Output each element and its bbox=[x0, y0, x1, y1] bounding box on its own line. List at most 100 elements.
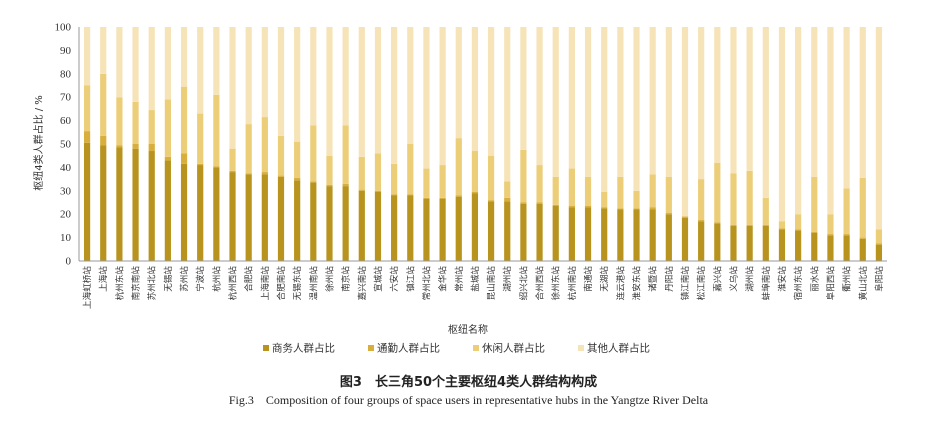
bar-segment-4 bbox=[180, 27, 188, 87]
bar-segment-3 bbox=[132, 101, 139, 144]
bar-segment-2 bbox=[552, 204, 559, 207]
bar-segment-1 bbox=[180, 163, 188, 261]
bar-segment-2 bbox=[439, 197, 446, 199]
x-tick-label: 上海站 bbox=[97, 266, 109, 292]
bar-segment-4 bbox=[827, 27, 834, 215]
bar-segment-1 bbox=[520, 203, 527, 261]
bar-segment-2 bbox=[698, 220, 705, 222]
bar-segment-2 bbox=[342, 183, 349, 187]
bar-segment-4 bbox=[83, 27, 91, 86]
bar-segment-3 bbox=[568, 168, 575, 207]
bar-segment-3 bbox=[116, 97, 123, 146]
y-tick-label: 20 bbox=[60, 209, 72, 221]
x-tick-label: 南京南站 bbox=[130, 266, 142, 301]
bar-segment-4 bbox=[665, 27, 672, 177]
bar-segment-1 bbox=[213, 167, 220, 261]
bar-stack bbox=[536, 27, 543, 261]
bar-segment-2 bbox=[795, 229, 802, 231]
legend-item: 其他人群占比 bbox=[578, 342, 650, 355]
bar-stack bbox=[391, 27, 398, 261]
bar-segment-1 bbox=[374, 191, 382, 261]
bar-segment-4 bbox=[762, 27, 769, 198]
bar-segment-2 bbox=[633, 208, 640, 210]
bar-stack bbox=[601, 27, 608, 261]
bar-segment-4 bbox=[423, 27, 430, 169]
x-tick-label: 湖州站 bbox=[501, 266, 513, 292]
bar-stack bbox=[665, 27, 672, 261]
bar-stack bbox=[827, 27, 834, 261]
bar-stack bbox=[342, 27, 349, 261]
bar-stack bbox=[148, 27, 155, 261]
bar-segment-1 bbox=[584, 207, 592, 261]
bar-segment-2 bbox=[261, 172, 268, 175]
x-tick-label: 苏州北站 bbox=[146, 266, 158, 301]
bar-stack bbox=[455, 27, 462, 261]
bar-segment-2 bbox=[568, 206, 575, 208]
x-tick-label: 徐州东站 bbox=[550, 266, 562, 301]
bar-segment-3 bbox=[342, 125, 349, 184]
bar-segment-1 bbox=[423, 198, 430, 261]
bar-segment-4 bbox=[407, 27, 414, 144]
bar-segment-2 bbox=[617, 208, 624, 210]
bar-stack bbox=[681, 27, 689, 261]
bar-segment-3 bbox=[358, 156, 365, 190]
x-tick-label: 淮安站 bbox=[776, 266, 788, 292]
x-tick-label: 合肥南站 bbox=[275, 266, 287, 301]
bar-segment-2 bbox=[294, 177, 301, 181]
bar-segment-2 bbox=[374, 190, 382, 192]
x-tick-label: 绍兴北站 bbox=[517, 266, 529, 301]
bar-segment-1 bbox=[827, 235, 834, 261]
bar-segment-1 bbox=[229, 172, 236, 261]
bar-segment-1 bbox=[811, 232, 818, 261]
bar-segment-1 bbox=[197, 165, 204, 261]
bar-stack bbox=[746, 27, 753, 261]
bar-segment-1 bbox=[617, 209, 624, 261]
bar-segment-2 bbox=[83, 131, 91, 143]
x-tick-label: 南通站 bbox=[582, 266, 594, 292]
x-tick-label: 镇江站 bbox=[404, 266, 416, 292]
x-tick-label: 温州南站 bbox=[307, 266, 319, 301]
bars bbox=[83, 27, 883, 261]
bar-segment-3 bbox=[83, 85, 91, 132]
x-tick-label: 黄山北站 bbox=[857, 266, 869, 301]
x-tick-label: 宿州东站 bbox=[792, 266, 804, 301]
bar-segment-2 bbox=[310, 181, 317, 183]
bar-segment-1 bbox=[407, 195, 414, 261]
bar-segment-4 bbox=[568, 27, 575, 169]
y-tick-label: 60 bbox=[60, 115, 72, 127]
bar-segment-1 bbox=[504, 201, 511, 261]
bar-segment-1 bbox=[326, 186, 333, 261]
bar-segment-3 bbox=[180, 86, 188, 154]
bar-segment-4 bbox=[439, 27, 446, 166]
bar-segment-2 bbox=[875, 243, 883, 245]
bar-stack bbox=[261, 27, 268, 261]
bar-segment-3 bbox=[762, 197, 769, 225]
bar-stack bbox=[229, 27, 236, 261]
x-tick-label: 丽水站 bbox=[808, 266, 820, 292]
bar-stack bbox=[875, 27, 883, 261]
bar-segment-2 bbox=[423, 197, 430, 199]
x-tick-label: 杭州西站 bbox=[227, 266, 239, 301]
bar-segment-1 bbox=[100, 145, 107, 261]
bar-segment-4 bbox=[875, 27, 883, 230]
bar-stack bbox=[423, 27, 430, 261]
bar-stack bbox=[374, 27, 382, 261]
bar-segment-4 bbox=[730, 27, 737, 174]
bar-segment-3 bbox=[875, 229, 883, 244]
bar-stack bbox=[762, 27, 769, 261]
bar-stack bbox=[714, 27, 721, 261]
bar-segment-2 bbox=[536, 202, 543, 204]
legend-item: 休闲人群占比 bbox=[473, 342, 545, 355]
bar-segment-1 bbox=[132, 148, 139, 261]
bar-segment-2 bbox=[843, 234, 850, 236]
bar-segment-3 bbox=[584, 176, 592, 207]
bar-stack bbox=[504, 27, 511, 261]
bar-segment-2 bbox=[455, 195, 462, 197]
legend-item: 通勤人群占比 bbox=[368, 342, 440, 355]
bar-segment-1 bbox=[730, 225, 737, 261]
bar-segment-4 bbox=[681, 27, 689, 217]
bar-segment-3 bbox=[795, 214, 802, 230]
bar-segment-4 bbox=[164, 27, 171, 100]
legend-swatch bbox=[263, 345, 269, 351]
